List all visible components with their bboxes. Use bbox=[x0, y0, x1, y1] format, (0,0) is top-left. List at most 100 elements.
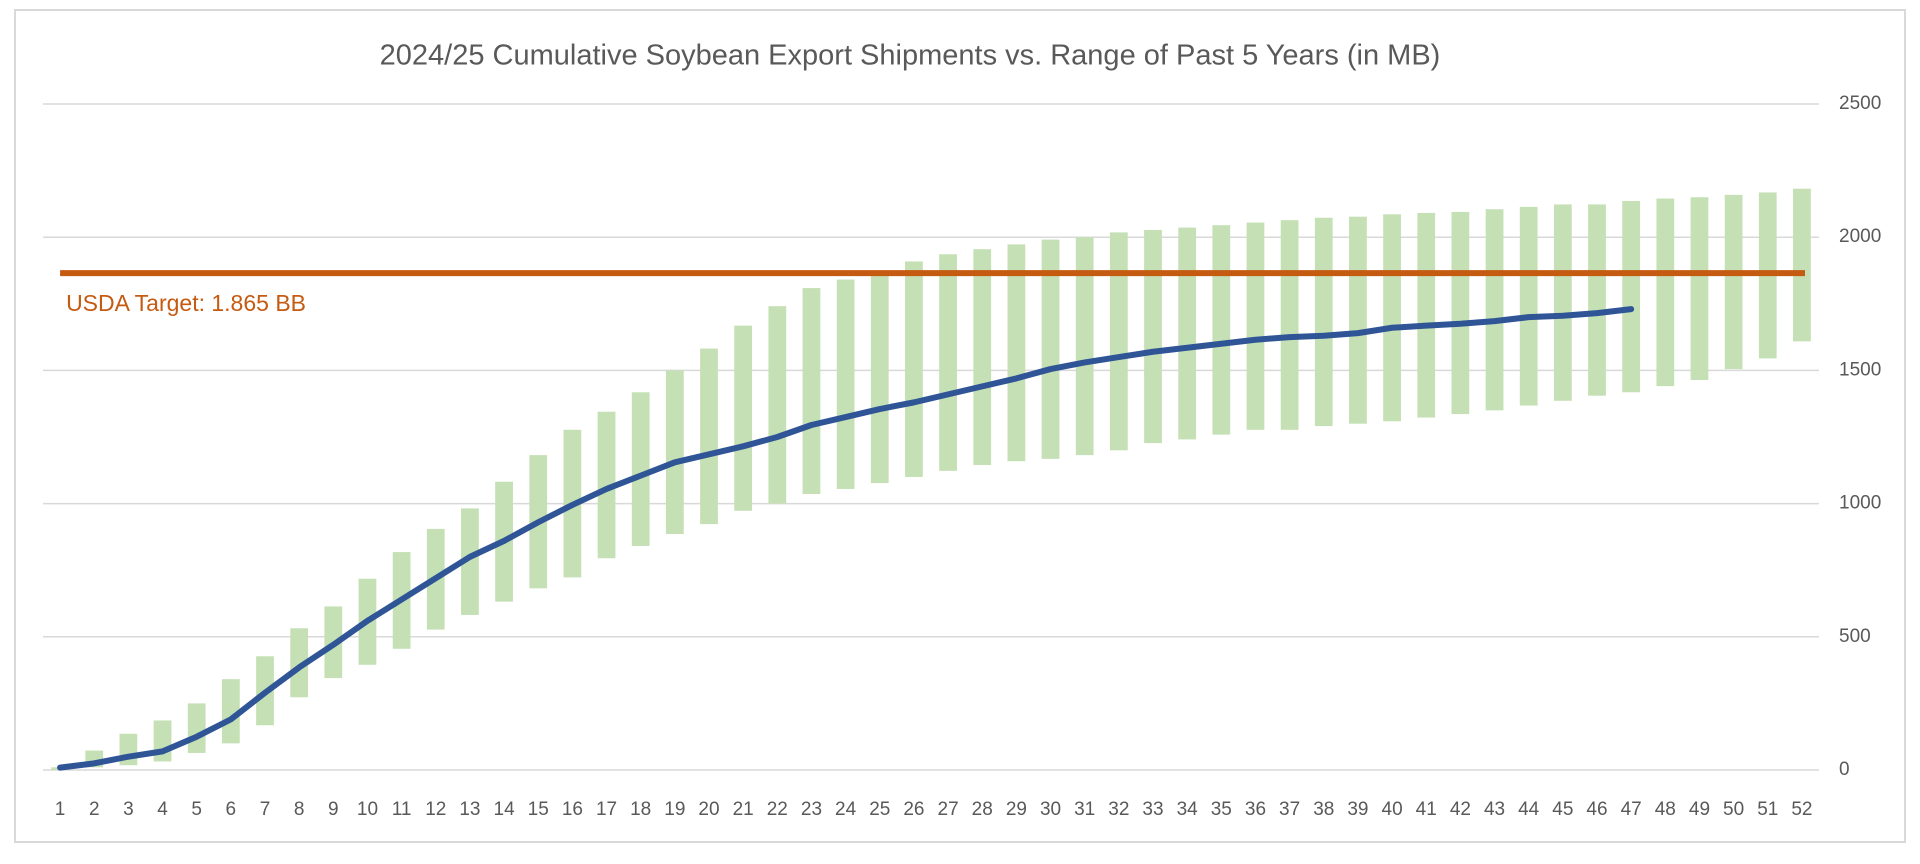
x-tick-label: 33 bbox=[1142, 799, 1163, 820]
series-line bbox=[57, 306, 1635, 771]
range-bar bbox=[1144, 230, 1162, 444]
x-tick-label: 24 bbox=[835, 799, 857, 820]
x-tick-label: 41 bbox=[1416, 799, 1437, 820]
range-bar bbox=[802, 288, 821, 495]
range-bar bbox=[768, 306, 787, 504]
x-tick-label: 27 bbox=[938, 799, 959, 820]
x-tick-label: 9 bbox=[328, 799, 339, 820]
x-tick-label: 34 bbox=[1177, 799, 1199, 820]
x-tick-label: 45 bbox=[1552, 799, 1573, 820]
range-bar bbox=[187, 703, 206, 753]
x-tick-label: 6 bbox=[226, 799, 237, 820]
x-tick-label: 50 bbox=[1723, 799, 1744, 820]
range-bar bbox=[836, 279, 855, 489]
x-tick-label: 21 bbox=[733, 799, 754, 820]
range-bar bbox=[1041, 239, 1060, 459]
range-bar bbox=[631, 392, 650, 546]
x-tick-label: 8 bbox=[294, 799, 305, 820]
range-bar bbox=[1109, 232, 1128, 451]
y-tick-label: 2500 bbox=[1839, 93, 1881, 114]
range-bar bbox=[1553, 204, 1572, 401]
x-tick-label: 31 bbox=[1074, 799, 1095, 820]
x-tick-label: 23 bbox=[801, 799, 822, 820]
x-tick-label: 19 bbox=[664, 799, 685, 820]
x-tick-label: 51 bbox=[1757, 799, 1778, 820]
range-bar bbox=[1280, 220, 1299, 430]
chart-title: 2024/25 Cumulative Soybean Export Shipme… bbox=[380, 40, 1441, 72]
y-tick-label: 0 bbox=[1839, 759, 1850, 780]
x-tick-label: 5 bbox=[191, 799, 202, 820]
x-tick-label: 49 bbox=[1689, 799, 1710, 820]
x-tick-label: 44 bbox=[1518, 799, 1540, 820]
range-bar bbox=[290, 628, 309, 698]
x-tick-label: 28 bbox=[972, 799, 993, 820]
x-tick-label: 13 bbox=[459, 799, 480, 820]
range-bar bbox=[1178, 227, 1197, 440]
x-tick-label: 17 bbox=[596, 799, 617, 820]
x-tick-label: 12 bbox=[425, 799, 446, 820]
range-bar bbox=[1588, 204, 1606, 396]
range-bar bbox=[1075, 237, 1094, 456]
range-bar bbox=[1212, 225, 1231, 435]
x-tick-label: 20 bbox=[698, 799, 719, 820]
range-bar bbox=[939, 254, 957, 471]
x-tick-label: 30 bbox=[1040, 799, 1061, 820]
range-bar bbox=[973, 249, 992, 465]
x-tick-label: 15 bbox=[528, 799, 549, 820]
range-bar bbox=[1007, 244, 1026, 462]
y-tick-label: 1500 bbox=[1839, 359, 1881, 380]
x-tick-label: 25 bbox=[869, 799, 890, 820]
range-bar bbox=[665, 370, 684, 534]
range-bar bbox=[1314, 217, 1333, 427]
x-tick-label: 37 bbox=[1279, 799, 1300, 820]
y-tick-label: 1000 bbox=[1839, 493, 1881, 514]
range-bar bbox=[221, 679, 240, 744]
range-bar bbox=[1383, 214, 1401, 422]
range-bar bbox=[700, 348, 718, 525]
y-tick-label: 500 bbox=[1839, 626, 1871, 647]
x-tick-label: 10 bbox=[357, 799, 378, 820]
x-tick-label: 29 bbox=[1006, 799, 1027, 820]
x-tick-label: 42 bbox=[1450, 799, 1471, 820]
x-tick-label: 18 bbox=[630, 799, 651, 820]
range-bar bbox=[1793, 188, 1811, 342]
range-bar bbox=[1519, 206, 1538, 406]
x-tick-label: 22 bbox=[767, 799, 788, 820]
x-tick-label: 38 bbox=[1313, 799, 1334, 820]
range-bar bbox=[905, 261, 923, 477]
x-tick-label: 2 bbox=[89, 799, 100, 820]
y-tick-label: 2000 bbox=[1839, 226, 1881, 247]
range-bar bbox=[597, 411, 616, 559]
target-label: USDA Target: 1.865 BB bbox=[66, 290, 306, 316]
x-tick-label: 3 bbox=[123, 799, 134, 820]
x-tick-label: 36 bbox=[1245, 799, 1266, 820]
range-bar bbox=[1417, 212, 1436, 418]
x-tick-label: 39 bbox=[1347, 799, 1368, 820]
range-bar bbox=[1246, 222, 1265, 430]
range-bar bbox=[461, 508, 479, 615]
x-tick-label: 14 bbox=[494, 799, 516, 820]
chart-frame bbox=[14, 9, 1906, 843]
range-bar bbox=[1485, 209, 1504, 411]
x-tick-label: 40 bbox=[1382, 799, 1403, 820]
x-tick-label: 11 bbox=[392, 799, 412, 820]
range-bar bbox=[1349, 216, 1367, 424]
x-tick-label: 4 bbox=[157, 799, 168, 820]
range-bar bbox=[734, 325, 753, 511]
range-bar bbox=[1451, 211, 1470, 415]
x-tick-label: 1 bbox=[55, 799, 66, 820]
x-tick-label: 46 bbox=[1586, 799, 1607, 820]
range-bar bbox=[1656, 198, 1675, 387]
range-bar bbox=[870, 274, 889, 484]
x-tick-label: 7 bbox=[260, 799, 271, 820]
x-tick-label: 52 bbox=[1791, 799, 1812, 820]
range-bar bbox=[1622, 200, 1641, 393]
x-tick-label: 43 bbox=[1484, 799, 1505, 820]
x-tick-label: 48 bbox=[1655, 799, 1676, 820]
range-bar bbox=[1724, 194, 1743, 370]
x-tick-label: 35 bbox=[1211, 799, 1232, 820]
x-tick-label: 32 bbox=[1108, 799, 1129, 820]
range-bar bbox=[1690, 197, 1709, 380]
